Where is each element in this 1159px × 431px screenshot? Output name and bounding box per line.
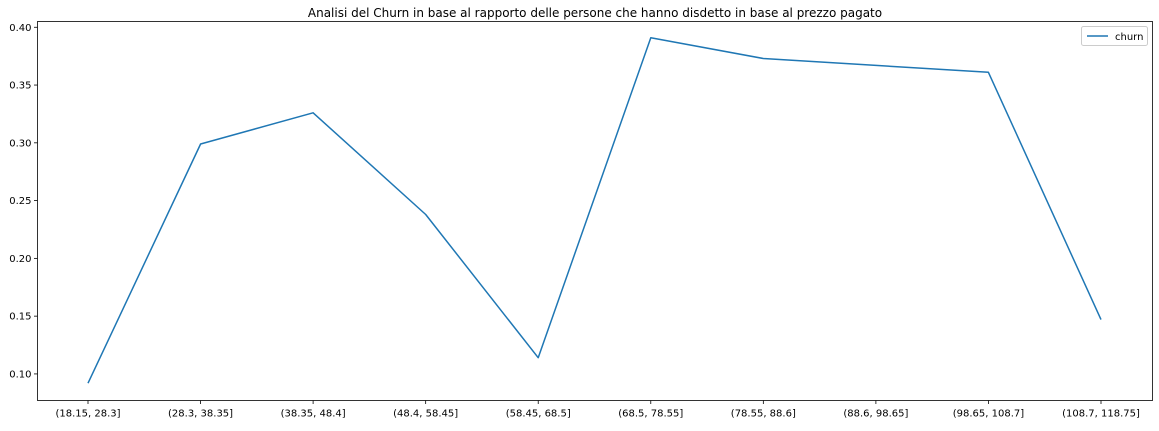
y-axis: 0.10 0.15 0.20 0.25 0.30 0.35 0.40 [9, 23, 37, 381]
plot-area-frame [38, 22, 1153, 401]
x-tick-label: (58.45, 68.5] [506, 409, 571, 420]
y-tick-label: 0.40 [9, 23, 31, 34]
legend-label-churn: churn [1115, 32, 1143, 43]
chart-title: Analisi del Churn in base al rapporto de… [308, 6, 882, 20]
x-tick-label: (68.5, 78.55] [618, 409, 683, 420]
y-tick-label: 0.10 [9, 369, 31, 380]
x-tick-label: (108.7, 118.75] [1062, 409, 1140, 420]
y-tick-label: 0.20 [9, 254, 31, 265]
x-tick-label: (88.6, 98.65] [843, 409, 908, 420]
x-tick-label: (18.15, 28.3] [55, 409, 120, 420]
x-tick-label: (28.3, 38.35] [168, 409, 233, 420]
y-tick-label: 0.35 [9, 81, 31, 92]
y-tick-label: 0.15 [9, 312, 31, 323]
series-layer [88, 38, 1101, 384]
legend: churn [1082, 27, 1148, 46]
series-line-churn [88, 38, 1101, 384]
x-tick-label: (48.4, 58.45] [393, 409, 458, 420]
y-tick-label: 0.30 [9, 138, 31, 149]
x-tick-label: (98.65, 108.7] [953, 409, 1025, 420]
x-tick-label: (78.55, 88.6] [731, 409, 796, 420]
x-axis: (18.15, 28.3] (28.3, 38.35] (38.35, 48.4] (… [55, 401, 1140, 420]
x-tick-label: (38.35, 48.4] [281, 409, 346, 420]
y-tick-label: 0.25 [9, 196, 31, 207]
